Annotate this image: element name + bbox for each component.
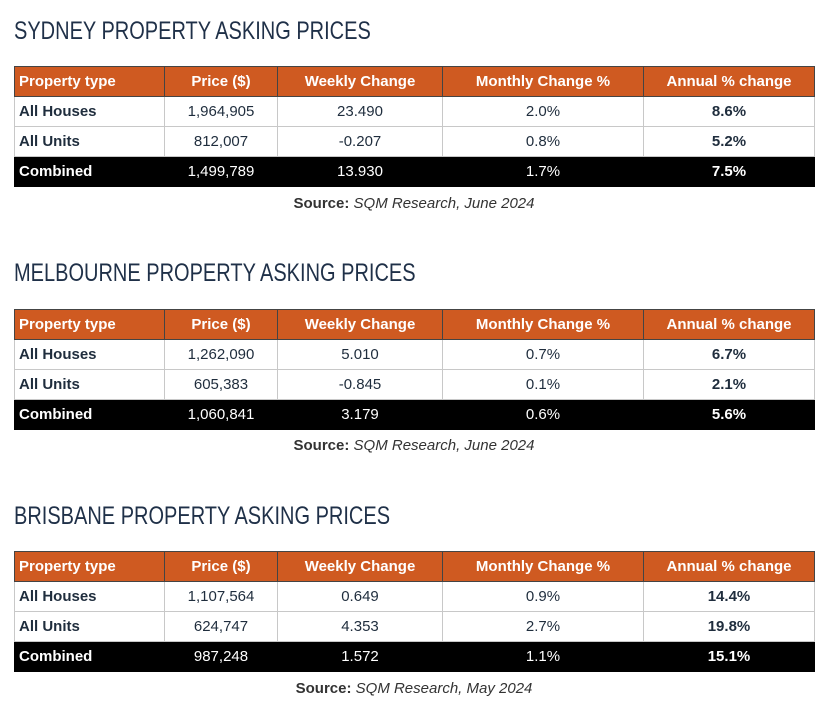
cell-annual-change: 5.6%: [643, 399, 815, 430]
header-annual-change: Annual % change: [643, 66, 815, 97]
cell-annual-change: 19.8%: [643, 611, 815, 642]
sydney-heading: SYDNEY PROPERTY ASKING PRICES: [14, 17, 371, 45]
cell-weekly-change: 5.010: [277, 339, 443, 370]
cell-price: 1,499,789: [164, 156, 278, 187]
sydney-table: Property type Price ($) Weekly Change Mo…: [14, 66, 815, 187]
brisbane-source: Source: SQM Research, May 2024: [14, 680, 814, 697]
header-weekly-change: Weekly Change: [277, 551, 443, 582]
table-row: All Houses 1,262,090 5.010 0.7% 6.7%: [14, 339, 815, 370]
table-row-combined: Combined 987,248 1.572 1.1% 15.1%: [14, 641, 815, 672]
header-weekly-change: Weekly Change: [277, 66, 443, 97]
cell-price: 605,383: [164, 369, 278, 400]
cell-annual-change: 14.4%: [643, 581, 815, 612]
sydney-source: Source: SQM Research, June 2024: [14, 195, 814, 212]
brisbane-table: Property type Price ($) Weekly Change Mo…: [14, 551, 815, 672]
header-price: Price ($): [164, 551, 278, 582]
cell-weekly-change: 13.930: [277, 156, 443, 187]
cell-price: 1,262,090: [164, 339, 278, 370]
header-annual-change: Annual % change: [643, 309, 815, 340]
cell-property-type: All Units: [14, 611, 165, 642]
cell-annual-change: 7.5%: [643, 156, 815, 187]
cell-monthly-change: 0.1%: [442, 369, 644, 400]
cell-monthly-change: 0.9%: [442, 581, 644, 612]
cell-property-type: Combined: [14, 156, 165, 187]
cell-property-type: All Units: [14, 126, 165, 157]
header-property-type: Property type: [14, 551, 165, 582]
header-property-type: Property type: [14, 309, 165, 340]
source-text: SQM Research, May 2024: [355, 680, 533, 697]
header-monthly-change: Monthly Change %: [442, 66, 644, 97]
source-label: Source:: [295, 680, 352, 697]
cell-weekly-change: -0.845: [277, 369, 443, 400]
cell-property-type: Combined: [14, 399, 165, 430]
table-row-combined: Combined 1,499,789 13.930 1.7% 7.5%: [14, 156, 815, 187]
source-label: Source:: [293, 195, 350, 212]
table-row: All Units 624,747 4.353 2.7% 19.8%: [14, 611, 815, 642]
cell-weekly-change: 1.572: [277, 641, 443, 672]
table-row: All Units 605,383 -0.845 0.1% 2.1%: [14, 369, 815, 400]
table-header-row: Property type Price ($) Weekly Change Mo…: [14, 66, 815, 97]
source-text: SQM Research, June 2024: [353, 195, 535, 212]
header-annual-change: Annual % change: [643, 551, 815, 582]
cell-property-type: All Houses: [14, 339, 165, 370]
table-row-combined: Combined 1,060,841 3.179 0.6% 5.6%: [14, 399, 815, 430]
melbourne-table: Property type Price ($) Weekly Change Mo…: [14, 309, 815, 430]
cell-monthly-change: 1.7%: [442, 156, 644, 187]
table-row: All Houses 1,107,564 0.649 0.9% 14.4%: [14, 581, 815, 612]
cell-property-type: All Houses: [14, 96, 165, 127]
cell-annual-change: 2.1%: [643, 369, 815, 400]
cell-annual-change: 15.1%: [643, 641, 815, 672]
cell-price: 987,248: [164, 641, 278, 672]
cell-monthly-change: 0.8%: [442, 126, 644, 157]
cell-monthly-change: 0.7%: [442, 339, 644, 370]
cell-annual-change: 8.6%: [643, 96, 815, 127]
cell-property-type: All Units: [14, 369, 165, 400]
cell-monthly-change: 1.1%: [442, 641, 644, 672]
source-text: SQM Research, June 2024: [353, 437, 535, 454]
header-monthly-change: Monthly Change %: [442, 309, 644, 340]
cell-property-type: All Houses: [14, 581, 165, 612]
cell-price: 624,747: [164, 611, 278, 642]
melbourne-source: Source: SQM Research, June 2024: [14, 437, 814, 454]
source-label: Source:: [293, 437, 350, 454]
cell-monthly-change: 0.6%: [442, 399, 644, 430]
cell-price: 812,007: [164, 126, 278, 157]
cell-annual-change: 6.7%: [643, 339, 815, 370]
header-property-type: Property type: [14, 66, 165, 97]
cell-price: 1,107,564: [164, 581, 278, 612]
header-price: Price ($): [164, 309, 278, 340]
melbourne-heading: MELBOURNE PROPERTY ASKING PRICES: [14, 259, 416, 287]
cell-weekly-change: 3.179: [277, 399, 443, 430]
cell-weekly-change: 23.490: [277, 96, 443, 127]
header-price: Price ($): [164, 66, 278, 97]
cell-annual-change: 5.2%: [643, 126, 815, 157]
table-header-row: Property type Price ($) Weekly Change Mo…: [14, 551, 815, 582]
cell-price: 1,060,841: [164, 399, 278, 430]
cell-weekly-change: 4.353: [277, 611, 443, 642]
cell-weekly-change: -0.207: [277, 126, 443, 157]
brisbane-heading: BRISBANE PROPERTY ASKING PRICES: [14, 502, 391, 530]
table-row: All Houses 1,964,905 23.490 2.0% 8.6%: [14, 96, 815, 127]
cell-property-type: Combined: [14, 641, 165, 672]
table-row: All Units 812,007 -0.207 0.8% 5.2%: [14, 126, 815, 157]
cell-monthly-change: 2.0%: [442, 96, 644, 127]
table-header-row: Property type Price ($) Weekly Change Mo…: [14, 309, 815, 340]
header-monthly-change: Monthly Change %: [442, 551, 644, 582]
header-weekly-change: Weekly Change: [277, 309, 443, 340]
cell-monthly-change: 2.7%: [442, 611, 644, 642]
cell-weekly-change: 0.649: [277, 581, 443, 612]
cell-price: 1,964,905: [164, 96, 278, 127]
